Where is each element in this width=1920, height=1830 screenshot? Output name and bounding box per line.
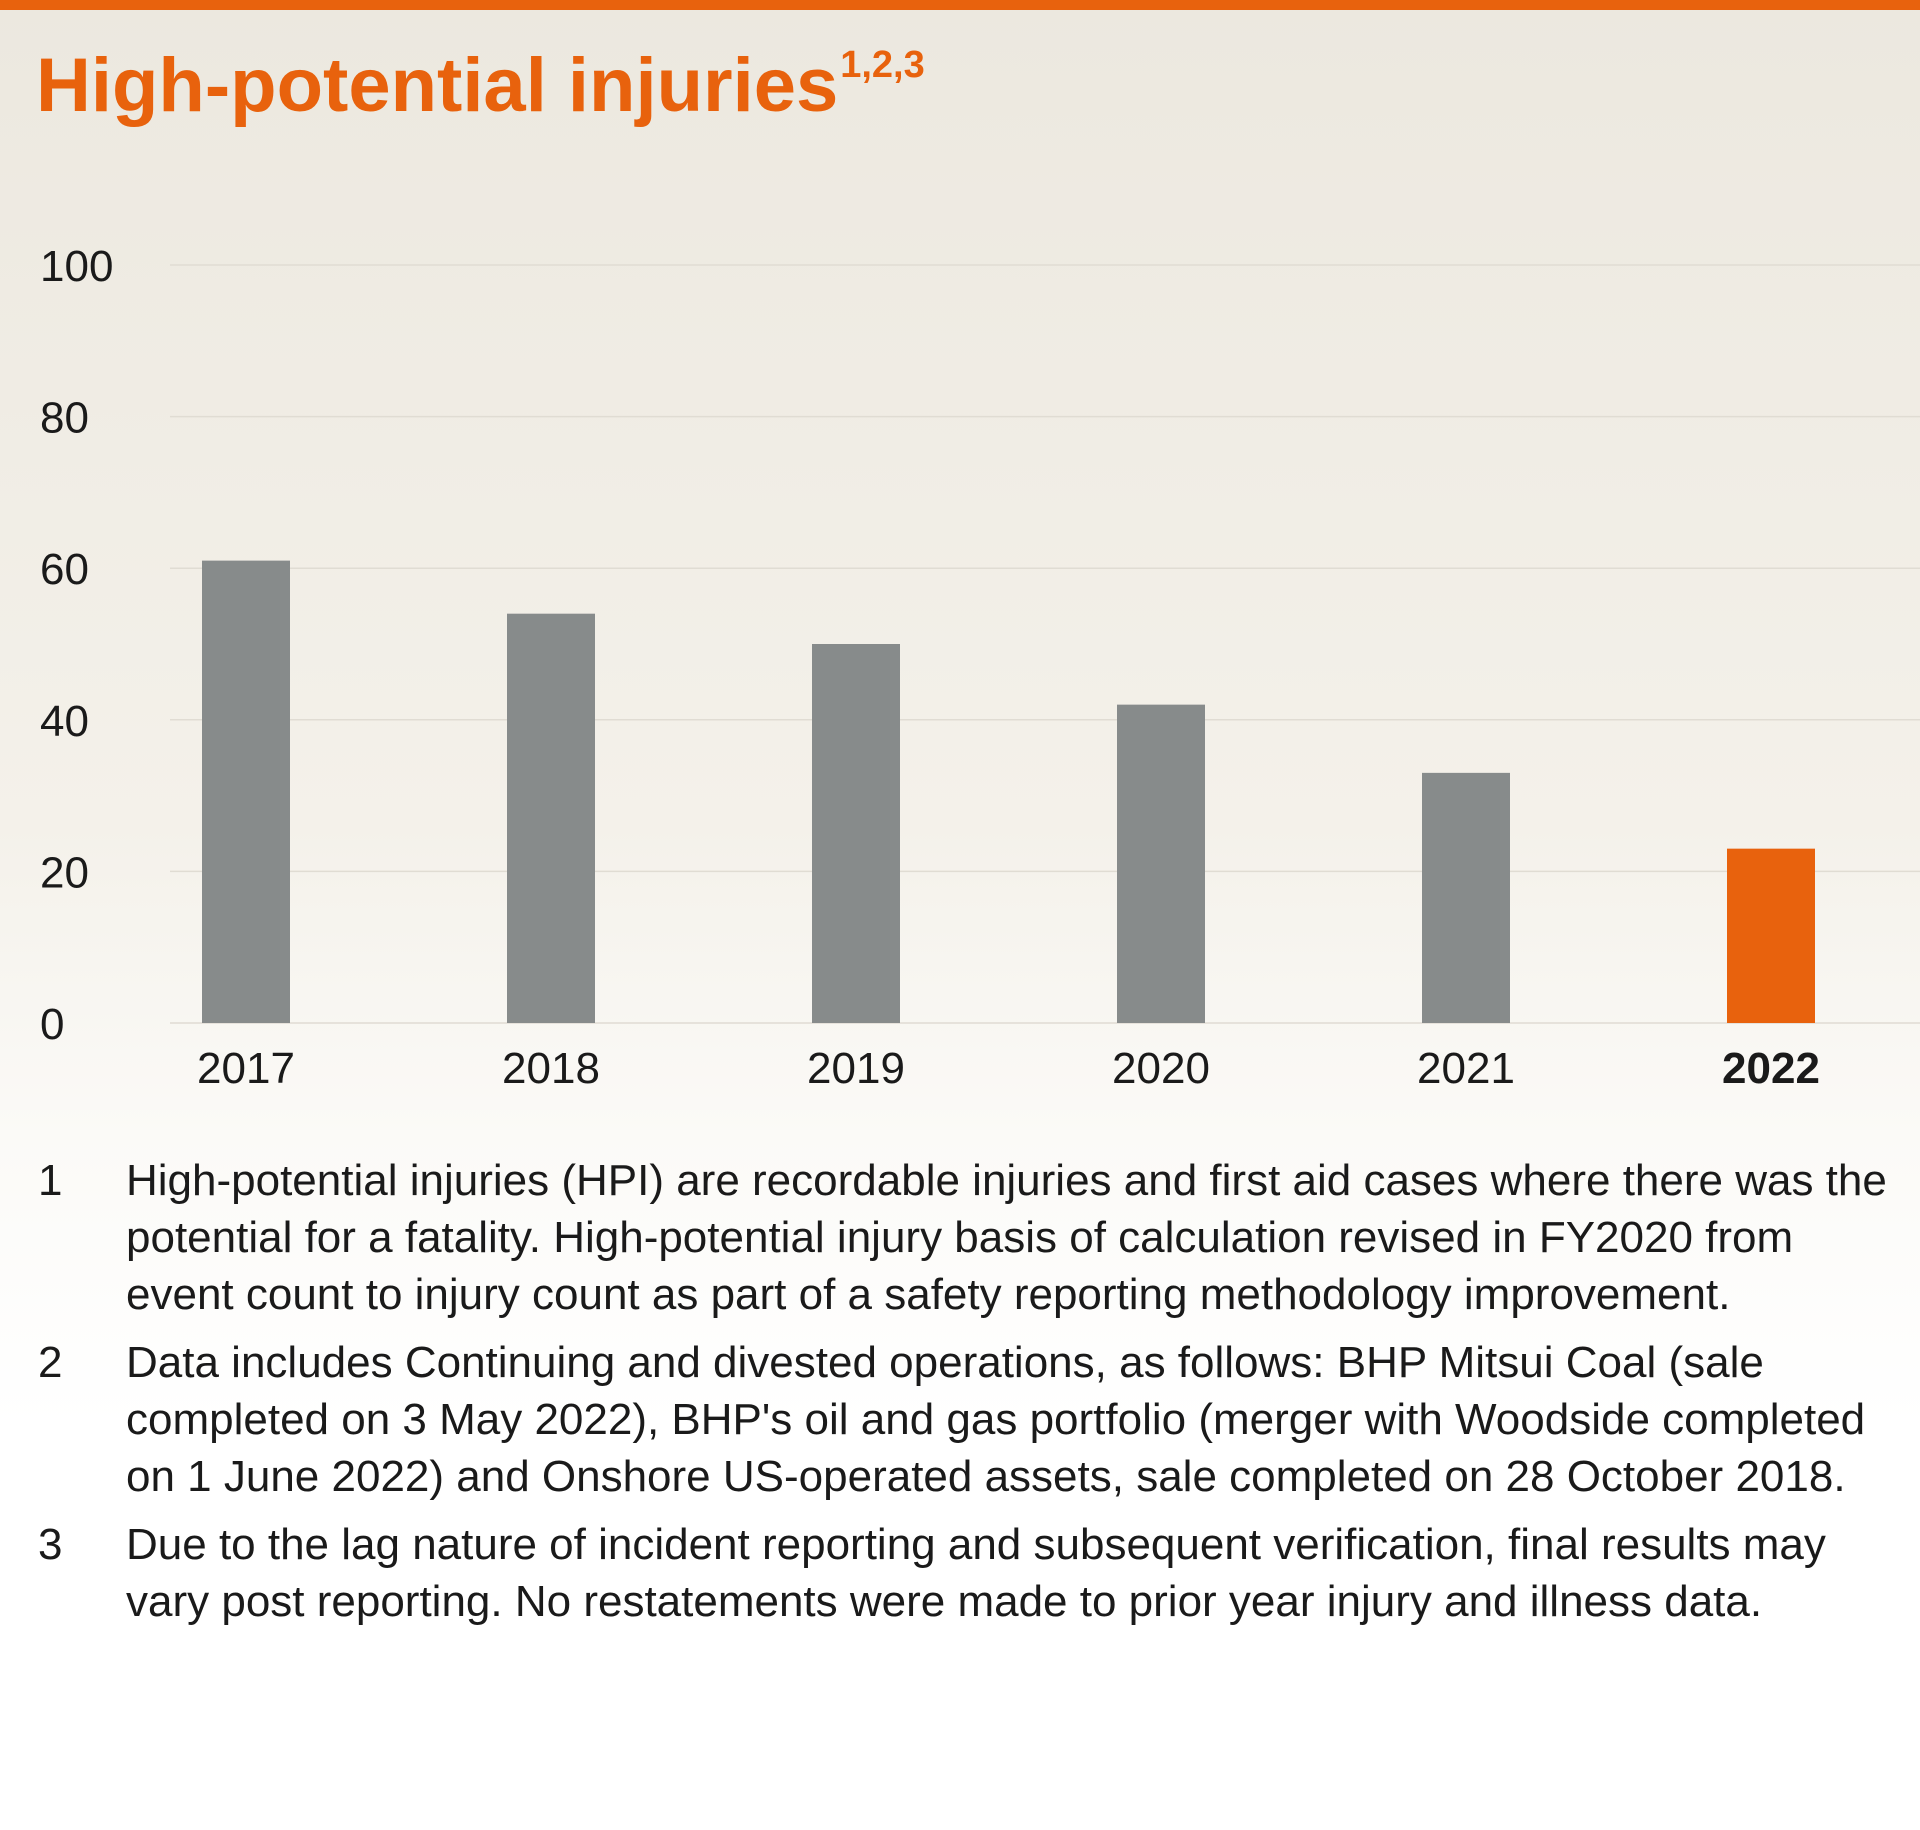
footnote-text: High-potential injuries (HPI) are record… (126, 1156, 1887, 1319)
bar (1117, 704, 1205, 1023)
footnote-1: 1 High-potential injuries (HPI) are reco… (38, 1152, 1888, 1323)
y-tick-label: 0 (40, 1000, 64, 1049)
footnote-text: Data includes Continuing and divested op… (126, 1338, 1866, 1501)
bar-chart: 0 20 40 60 80 100 2017 2018 2019 2020 2021 2022 (40, 242, 1920, 1093)
footnote-3: 3 Due to the lag nature of incident repo… (38, 1516, 1888, 1630)
bar (507, 613, 595, 1023)
y-tick-label: 40 (40, 697, 89, 746)
x-tick-label: 2017 (197, 1044, 295, 1093)
y-tick-label: 60 (40, 545, 89, 594)
x-tick-label: 2019 (807, 1044, 905, 1093)
footnote-2: 2 Data includes Continuing and divested … (38, 1334, 1888, 1505)
y-tick-label: 80 (40, 394, 89, 443)
footnote-number: 2 (38, 1338, 63, 1387)
footnote-text: Due to the lag nature of incident report… (126, 1520, 1826, 1626)
footnote-number: 1 (38, 1156, 63, 1205)
x-tick-label: 2020 (1112, 1044, 1210, 1093)
y-tick-label: 20 (40, 848, 89, 897)
x-tick-label: 2021 (1417, 1044, 1515, 1093)
x-tick-label: 2018 (502, 1044, 600, 1093)
chart-title: High-potential injuries1,2,3 (36, 40, 925, 131)
y-tick-label: 100 (40, 242, 113, 291)
bar (812, 644, 900, 1023)
footnote-number: 3 (38, 1520, 63, 1569)
title-footnote-refs: 1,2,3 (840, 44, 925, 86)
top-accent-bar (0, 0, 1920, 10)
bar (1422, 772, 1510, 1023)
chart-title-text: High-potential injuries (36, 43, 839, 128)
footnotes: 1 High-potential injuries (HPI) are reco… (38, 1152, 1888, 1641)
bar (202, 560, 290, 1023)
bar (1727, 848, 1815, 1023)
x-tick-label: 2022 (1722, 1044, 1820, 1093)
